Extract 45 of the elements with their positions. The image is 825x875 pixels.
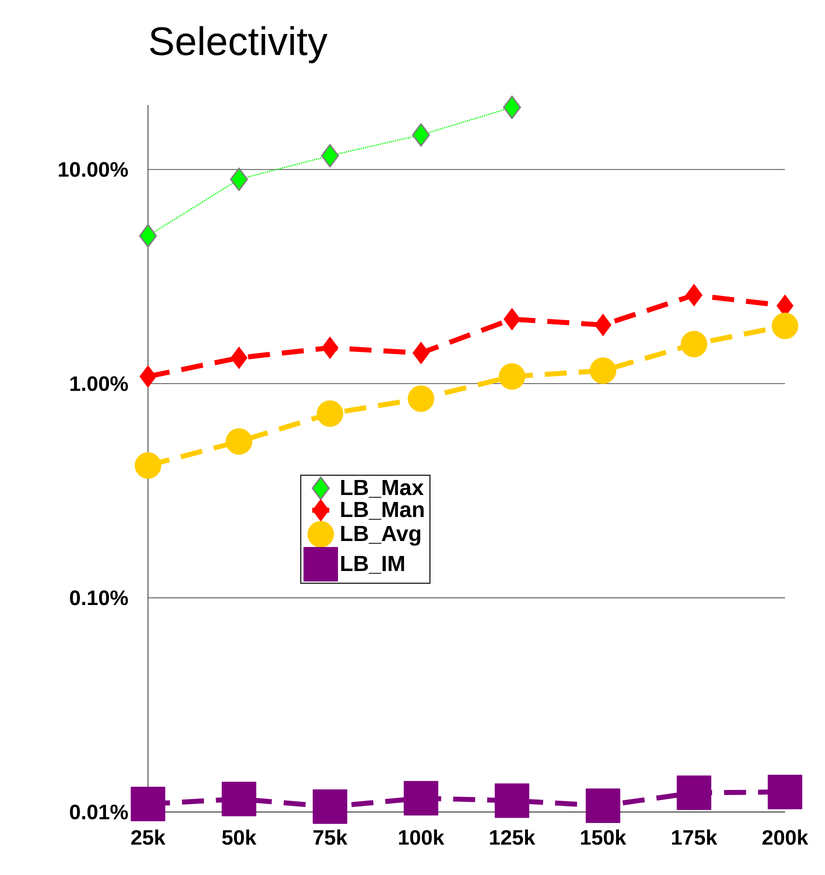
point	[494, 783, 530, 818]
y-tick-label: 0.01%	[70, 804, 128, 820]
x-tick-label: 175k	[672, 830, 718, 845]
point	[412, 123, 430, 147]
legend-label: LB_IM	[341, 556, 404, 574]
legend-label: LB_Max	[341, 480, 424, 498]
y-tick-label: 1.00%	[70, 376, 128, 392]
point	[503, 96, 522, 120]
point	[772, 312, 798, 340]
point	[322, 336, 339, 360]
point	[498, 363, 526, 390]
point	[590, 357, 616, 384]
point	[504, 308, 521, 330]
x-tick-label: 50k	[222, 830, 256, 845]
x-tick-label: 25k	[131, 830, 166, 845]
point	[412, 342, 430, 364]
point	[140, 365, 156, 388]
point	[768, 774, 802, 810]
point	[134, 452, 162, 479]
point	[130, 786, 166, 822]
legend-label: LB_Man	[341, 502, 424, 520]
point	[230, 346, 248, 370]
point	[594, 314, 612, 336]
point	[139, 224, 157, 248]
point	[321, 144, 340, 168]
point	[680, 330, 708, 358]
x-tick-label: 125k	[490, 830, 536, 845]
y-tick-label: 0.10%	[70, 590, 128, 606]
y-tick-label: 10.00%	[58, 162, 128, 177]
point	[676, 776, 712, 810]
x-tick-label: 75k	[313, 830, 348, 845]
point	[404, 780, 438, 816]
x-tick-label: 100k	[399, 830, 444, 845]
chart-title: Selectivity	[150, 26, 328, 64]
point	[316, 400, 344, 427]
point	[230, 168, 248, 192]
point	[586, 788, 620, 823]
point	[226, 428, 252, 455]
x-tick-label: 150k	[581, 830, 626, 845]
legend-label: LB_Avg	[341, 526, 420, 546]
point	[312, 789, 348, 824]
point	[408, 385, 434, 412]
point	[222, 782, 256, 816]
point	[686, 284, 703, 306]
x-tick-label: 200k	[762, 830, 808, 845]
